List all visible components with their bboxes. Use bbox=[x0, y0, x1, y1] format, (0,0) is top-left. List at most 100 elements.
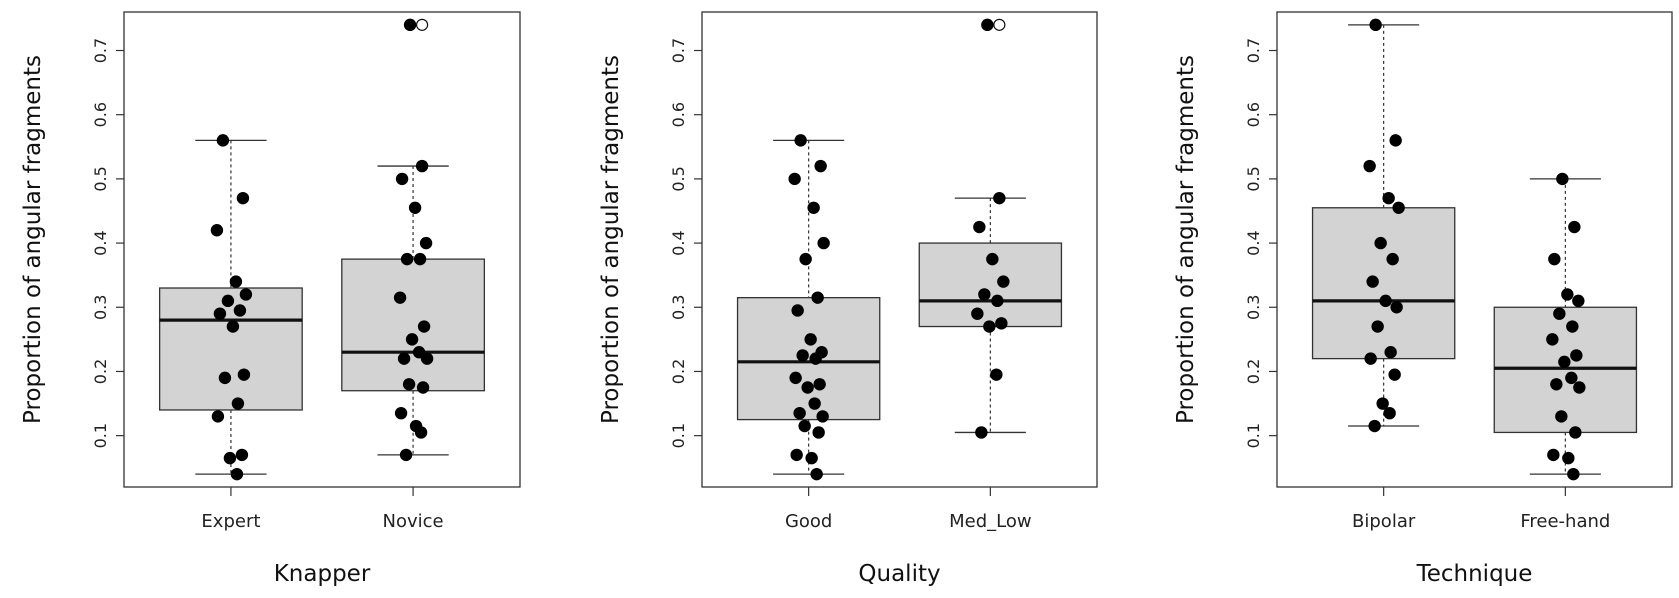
data-point bbox=[993, 191, 1006, 205]
box-expert bbox=[158, 134, 303, 481]
data-point bbox=[1382, 191, 1395, 205]
y-tick-label: 0.4 bbox=[1244, 230, 1263, 255]
data-point bbox=[791, 304, 804, 317]
data-point bbox=[812, 426, 825, 439]
data-point bbox=[816, 410, 829, 423]
data-point bbox=[798, 419, 811, 433]
y-tick-label: 0.3 bbox=[91, 295, 110, 320]
data-point bbox=[1386, 252, 1399, 266]
data-point bbox=[415, 159, 429, 173]
data-point bbox=[973, 220, 986, 234]
plot-frame bbox=[123, 11, 521, 488]
y-tick-label: 0.3 bbox=[669, 295, 688, 320]
data-point bbox=[794, 134, 807, 147]
data-point bbox=[804, 333, 817, 346]
data-point bbox=[1566, 320, 1579, 333]
box-iqr bbox=[1311, 207, 1456, 360]
data-point bbox=[1371, 320, 1384, 333]
data-point bbox=[397, 352, 411, 365]
data-point bbox=[1553, 307, 1566, 320]
data-point bbox=[419, 236, 433, 250]
data-point bbox=[395, 172, 409, 186]
box-iqr bbox=[158, 287, 303, 411]
chart-panel-quality: 0.1 0.2 0.3 0.4 0.5 0.6 0.7 Proportion of angul… bbox=[598, 11, 1098, 587]
chart-panel-knapper: 0.1 0.2 0.3 0.4 0.5 0.6 0.7 Proportion of angul… bbox=[20, 11, 521, 587]
data-point bbox=[1561, 288, 1574, 301]
data-point bbox=[1392, 201, 1405, 214]
data-point bbox=[997, 275, 1010, 288]
data-point bbox=[1390, 301, 1403, 314]
box-good bbox=[736, 134, 881, 481]
chart-panel-technique: 0.1 0.2 0.3 0.4 0.5 0.6 0.7 Proportion of angul… bbox=[1173, 11, 1673, 587]
data-point bbox=[788, 172, 801, 186]
data-point bbox=[986, 252, 999, 266]
y-tick-label: 0.6 bbox=[1244, 102, 1263, 127]
data-point bbox=[218, 371, 232, 385]
x-tick-label-free-hand: Free-hand bbox=[1520, 511, 1610, 532]
data-point bbox=[971, 307, 984, 320]
data-point bbox=[399, 448, 413, 462]
y-tick-label: 0.3 bbox=[1244, 295, 1263, 320]
x-tick-label-bipolar: Bipolar bbox=[1352, 511, 1416, 532]
data-point bbox=[990, 368, 1003, 381]
y-axis-title: Proportion of angular fragments bbox=[20, 55, 46, 424]
data-point bbox=[408, 201, 422, 214]
data-point bbox=[1547, 448, 1560, 462]
data-point bbox=[811, 291, 824, 304]
y-tick-label: 0.4 bbox=[669, 230, 688, 255]
data-point bbox=[402, 378, 416, 391]
y-tick-label: 0.7 bbox=[1244, 38, 1263, 63]
y-tick-label: 0.6 bbox=[669, 102, 688, 127]
x-axis-title: Quality bbox=[858, 561, 940, 587]
data-point bbox=[801, 381, 814, 394]
data-point bbox=[809, 352, 822, 365]
data-point bbox=[230, 467, 244, 481]
plot-frame bbox=[701, 11, 1098, 488]
data-point bbox=[235, 448, 249, 462]
data-point bbox=[393, 291, 407, 304]
y-tick-label: 0.2 bbox=[91, 359, 110, 384]
data-point bbox=[1558, 355, 1571, 369]
data-point bbox=[1568, 220, 1581, 234]
plot-frame bbox=[1276, 11, 1673, 488]
data-point bbox=[216, 134, 230, 147]
data-point bbox=[1368, 419, 1381, 433]
data-point bbox=[1562, 451, 1575, 465]
data-point bbox=[1376, 397, 1389, 410]
data-point bbox=[1573, 381, 1586, 394]
data-point bbox=[810, 467, 823, 481]
data-point bbox=[1550, 378, 1563, 391]
data-point bbox=[1389, 134, 1402, 147]
data-point bbox=[1369, 18, 1382, 32]
data-point bbox=[978, 288, 991, 301]
x-tick-label-good: Good bbox=[785, 511, 832, 532]
data-point bbox=[416, 381, 430, 394]
data-point bbox=[417, 320, 431, 333]
data-point bbox=[805, 451, 818, 465]
data-point bbox=[1366, 275, 1379, 288]
y-tick-label: 0.1 bbox=[91, 423, 110, 448]
x-axis-title: Knapper bbox=[274, 561, 371, 587]
data-point bbox=[1384, 346, 1397, 359]
box-iqr bbox=[341, 258, 486, 392]
data-point bbox=[420, 352, 434, 365]
data-point bbox=[1383, 406, 1396, 420]
data-point bbox=[405, 333, 419, 346]
data-point bbox=[1569, 426, 1582, 439]
data-point bbox=[233, 304, 247, 317]
data-point bbox=[400, 252, 414, 266]
data-point bbox=[981, 18, 994, 32]
data-point bbox=[226, 320, 240, 333]
data-point bbox=[1548, 252, 1561, 266]
data-point bbox=[1555, 410, 1568, 423]
y-axis-title: Proportion of angular fragments bbox=[1173, 55, 1199, 424]
y-tick-label: 0.7 bbox=[91, 38, 110, 63]
data-point bbox=[814, 159, 827, 173]
x-tick-label-expert: Expert bbox=[201, 511, 260, 532]
data-point bbox=[211, 410, 225, 423]
data-point bbox=[414, 426, 428, 439]
box-iqr bbox=[1493, 306, 1638, 434]
data-point bbox=[1565, 371, 1578, 385]
data-point bbox=[210, 224, 224, 237]
